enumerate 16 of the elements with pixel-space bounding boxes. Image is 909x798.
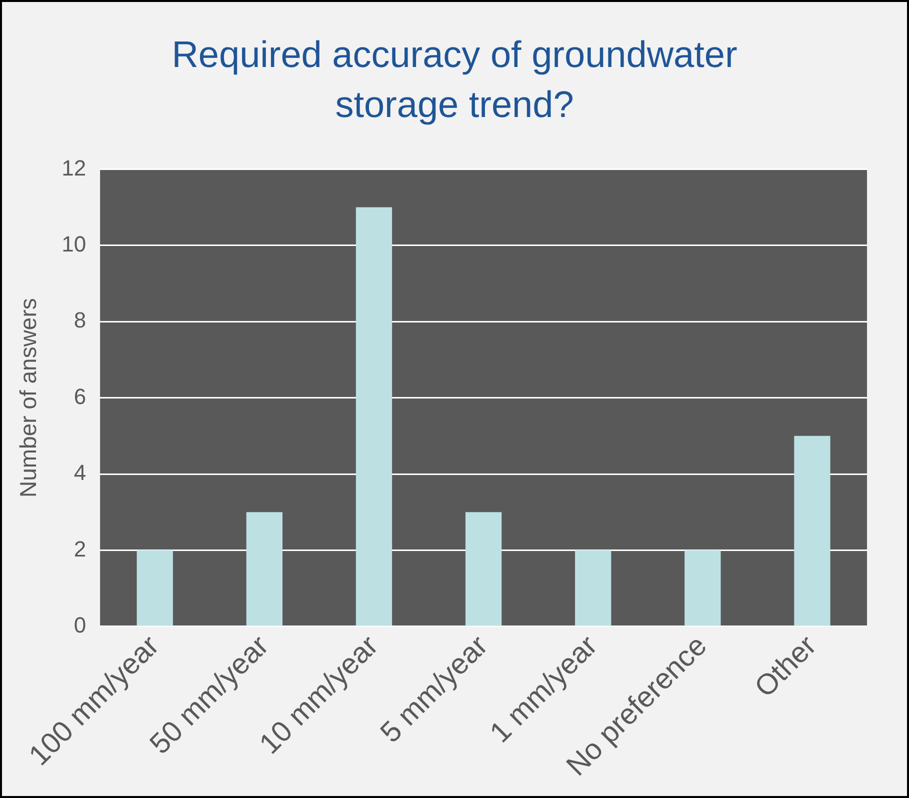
y-tick-label: 0: [74, 612, 86, 638]
y-tick-label: 2: [74, 536, 86, 562]
y-axis-title: Number of answers: [15, 298, 42, 498]
bar: [246, 512, 282, 626]
chart-title: Required accuracy of groundwater storage trend?: [170, 33, 738, 127]
y-tick-label: 12: [62, 155, 86, 180]
bar: [465, 512, 502, 626]
y-tick-label: 8: [74, 308, 86, 333]
bar: [356, 207, 392, 626]
y-tick-label: 4: [74, 460, 86, 486]
bar: [684, 550, 721, 626]
bar: [575, 550, 612, 626]
bar: [136, 550, 173, 626]
bar: [794, 436, 830, 626]
y-tick-label: 10: [62, 231, 86, 256]
y-tick-label: 6: [74, 384, 86, 409]
